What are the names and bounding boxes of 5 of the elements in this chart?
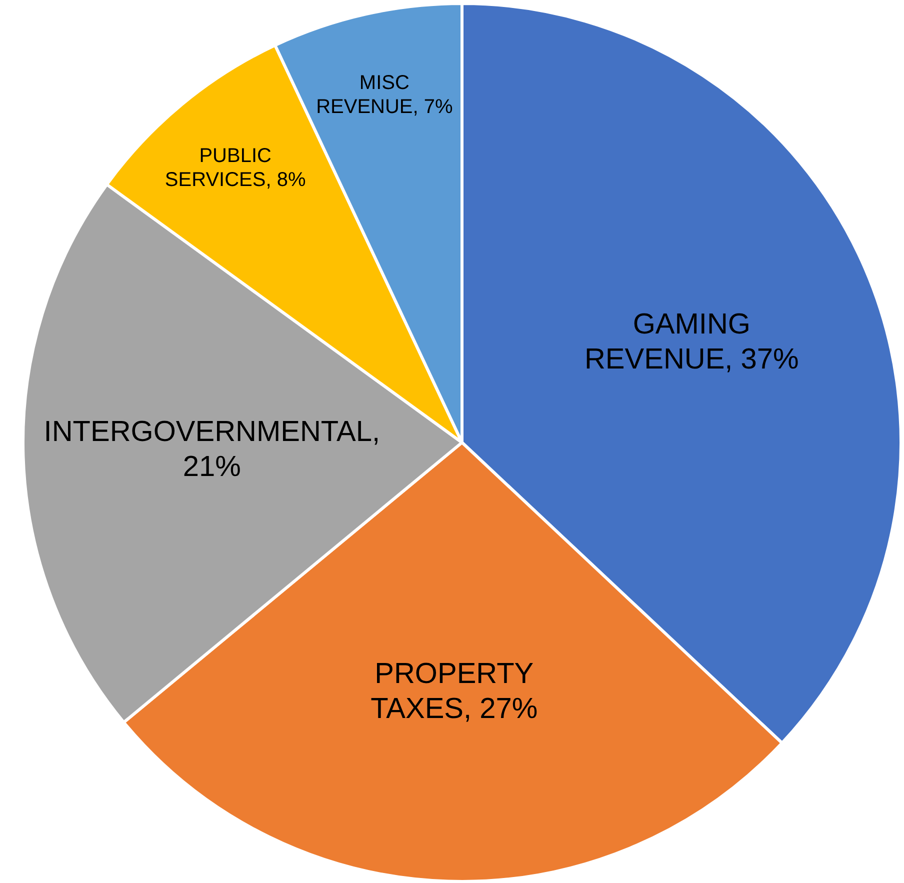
slice-label: PROPERTY TAXES, 27% [370,658,538,726]
slice-label: PUBLIC SERVICES, 8% [164,145,306,192]
slice-label: INTERGOVERNMENTAL, 21% [44,416,380,483]
slice-label: MISC REVENUE, 7% [316,72,453,118]
slice-label: GAMING REVENUE, 37% [584,308,799,376]
